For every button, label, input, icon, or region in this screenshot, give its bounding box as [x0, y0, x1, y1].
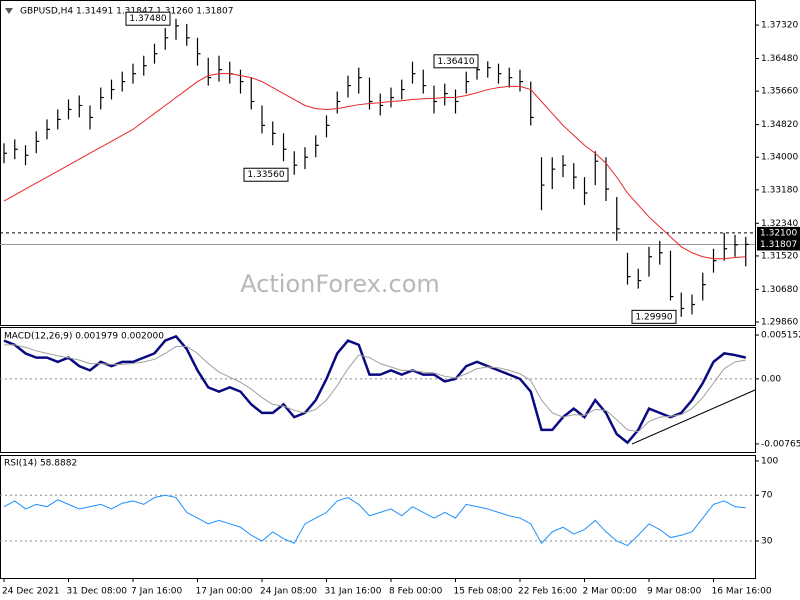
- series-line: [4, 344, 746, 433]
- y-tick-label: 0.00: [761, 374, 781, 384]
- x-tick-label: 22 Feb 16:00: [518, 587, 577, 597]
- callout-label: 1.33560: [247, 170, 284, 180]
- x-tick-label: 31 Dec 08:00: [67, 587, 128, 597]
- y-tick-label: 30: [761, 536, 773, 546]
- x-tick-label: 8 Feb 00:00: [389, 587, 443, 597]
- y-tick-label: 1.34820: [761, 120, 798, 130]
- y-tick-label: -0.00765: [761, 439, 800, 449]
- y-tick-label: 1.35660: [761, 87, 798, 97]
- y-tick-label: 1.34000: [761, 153, 798, 163]
- price-level-label: 1.31807: [760, 240, 797, 250]
- x-tick-label: 31 Jan 16:00: [325, 587, 382, 597]
- panel-frame: [0, 327, 756, 453]
- x-tick-label: 16 Mar 16:00: [712, 587, 772, 597]
- x-tick-label: 2 Mar 00:00: [583, 587, 638, 597]
- y-tick-label: 100: [761, 456, 778, 466]
- price-level-box: [757, 226, 800, 239]
- y-tick-label: 0.005152: [761, 331, 800, 341]
- x-tick-label: 7 Jan 16:00: [131, 587, 183, 597]
- series-line: [3, 334, 747, 445]
- panel-frame: [0, 0, 756, 326]
- panel-title: RSI(14) 58.8882: [4, 459, 77, 469]
- series-line: [3, 73, 746, 260]
- x-tick-label: 24 Dec 2021: [2, 587, 60, 597]
- callout-label: 1.29990: [635, 312, 672, 322]
- callout-label: 1.36410: [437, 57, 474, 67]
- callout-box: [433, 54, 479, 69]
- x-tick-label: 24 Jan 08:00: [260, 587, 317, 597]
- panel-title: MACD(12,26,9) 0.001979 0.002000: [4, 332, 164, 342]
- series-line: [3, 494, 746, 547]
- y-tick-label: 1.32340: [761, 219, 798, 229]
- watermark: ActionForex.com: [240, 270, 440, 298]
- y-tick-label: 1.36480: [761, 54, 798, 64]
- y-tick-label: 70: [761, 491, 773, 501]
- y-tick-label: 1.33180: [761, 185, 798, 195]
- callout-label: 1.37480: [129, 14, 166, 24]
- x-tick-label: 15 Feb 08:00: [454, 587, 513, 597]
- y-tick-label: 1.37320: [761, 21, 798, 31]
- x-tick-label: 17 Jan 00:00: [196, 587, 253, 597]
- trend-line: [631, 389, 756, 445]
- x-tick-label: 9 Mar 08:00: [647, 587, 702, 597]
- price-level-box: [757, 238, 800, 251]
- callout-box: [243, 167, 289, 182]
- callout-box: [125, 11, 171, 26]
- y-tick-label: 1.31520: [761, 251, 798, 261]
- y-tick-label: 1.30680: [761, 285, 798, 295]
- panel-title: GBPUSD,H4 1.31491 1.31847 1.31260 1.3180…: [20, 7, 233, 17]
- callout-box: [631, 309, 677, 324]
- y-tick-label: 1.29860: [761, 318, 798, 328]
- price-level-label: 1.32100: [760, 228, 797, 238]
- panel-frame: [0, 455, 756, 579]
- symbol-icon: [5, 8, 13, 14]
